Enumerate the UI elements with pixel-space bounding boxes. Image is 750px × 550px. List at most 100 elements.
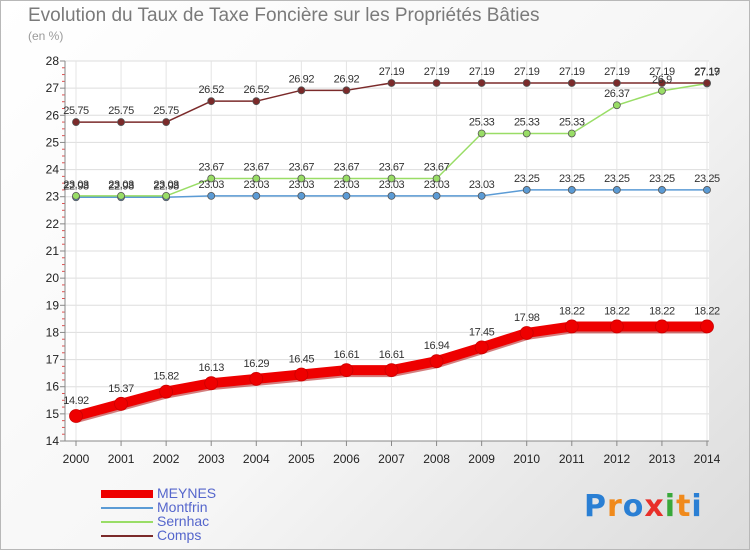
data-label-meynes: 14.92 — [63, 395, 89, 407]
x-tick-label: 2000 — [63, 452, 90, 466]
data-point — [522, 79, 531, 87]
data-label-meynes: 16.61 — [379, 349, 405, 361]
x-tick-label: 2005 — [288, 452, 315, 466]
data-label-comps: 25.75 — [63, 105, 89, 117]
data-point — [297, 191, 306, 200]
data-label-meynes: 16.94 — [424, 340, 450, 352]
y-tick-label: 26 — [46, 108, 60, 122]
data-point — [162, 118, 171, 126]
y-tick-label: 15 — [46, 407, 60, 421]
logo-letter: o — [622, 489, 645, 524]
data-point — [429, 354, 444, 369]
data-point — [477, 129, 486, 138]
data-point — [387, 174, 396, 183]
data-point — [342, 174, 351, 183]
data-point — [700, 319, 714, 334]
data-label-montfrin: 23.03 — [198, 179, 224, 191]
data-label-montfrin: 23.03 — [244, 179, 270, 191]
data-point — [612, 79, 621, 87]
data-point — [658, 86, 666, 95]
x-tick-label: 2008 — [423, 452, 450, 466]
data-label-sernhac: 23.03 — [108, 179, 134, 191]
data-label-sernhac: 25.33 — [559, 116, 585, 128]
data-point — [114, 396, 128, 411]
data-label-comps: 27.19 — [559, 66, 585, 78]
y-tick-label: 28 — [46, 54, 60, 68]
y-tick-label: 14 — [46, 434, 60, 448]
data-point — [207, 174, 216, 183]
data-label-montfrin: 22.98 — [108, 180, 134, 192]
y-tick-label: 27 — [46, 81, 60, 95]
data-label-meynes: 15.37 — [108, 383, 134, 395]
logo-letter: r — [607, 489, 623, 524]
x-tick-label: 2003 — [198, 452, 225, 466]
y-tick-label: 25 — [46, 135, 60, 149]
legend-swatch — [101, 501, 153, 515]
data-point — [69, 409, 83, 423]
data-point — [609, 319, 624, 334]
data-label-meynes: 15.82 — [153, 371, 179, 383]
x-tick-label: 2011 — [559, 452, 585, 466]
data-label-sernhac: 26.9 — [652, 74, 672, 86]
data-label-meynes: 16.61 — [334, 349, 360, 361]
x-tick-label: 2014 — [694, 452, 721, 466]
data-point — [387, 191, 396, 200]
data-point — [432, 79, 441, 87]
data-label-comps: 27.19 — [469, 66, 495, 78]
logo-letter: i — [664, 489, 677, 524]
y-tick-label: 18 — [46, 325, 60, 339]
data-label-comps: 27.19 — [424, 66, 450, 78]
data-label-montfrin: 23.25 — [604, 173, 630, 185]
data-label-sernhac: 26.37 — [604, 88, 630, 100]
data-point — [342, 191, 351, 200]
data-point — [159, 384, 174, 399]
x-tick-label: 2013 — [649, 452, 676, 466]
data-point — [612, 186, 621, 194]
data-label-comps: 25.75 — [153, 105, 179, 117]
y-tick-label: 23 — [46, 190, 60, 204]
data-label-meynes: 18.22 — [604, 305, 630, 317]
data-label-sernhac: 23.03 — [63, 179, 89, 191]
x-tick-label: 2010 — [513, 452, 540, 466]
data-label-montfrin: 23.03 — [334, 179, 360, 191]
x-tick-label: 2009 — [468, 452, 495, 466]
chart-subtitle: (en %) — [28, 29, 64, 43]
legend-swatch — [101, 529, 153, 543]
data-point — [655, 319, 669, 334]
data-point — [204, 376, 219, 391]
data-label-sernhac: 27.17 — [694, 67, 720, 79]
logo-letter: P — [584, 489, 607, 524]
data-point — [432, 191, 441, 200]
data-label-sernhac: 23.67 — [244, 162, 270, 174]
data-label-montfrin: 23.25 — [514, 173, 540, 185]
legend-label: Sernhac — [157, 513, 210, 529]
x-tick-label: 2006 — [333, 452, 360, 466]
data-label-meynes: 16.45 — [289, 354, 315, 366]
data-label-meynes: 18.22 — [649, 305, 675, 317]
x-tick-label: 2002 — [153, 452, 180, 466]
data-point — [297, 86, 306, 95]
axes: 14 15 16 17 18 19 20 21 22 23 24 25 26 27 28 2000 2001 20… — [46, 54, 721, 466]
series-meynes — [69, 319, 714, 423]
data-point — [519, 326, 534, 340]
data-label-comps: 26.52 — [244, 84, 270, 96]
data-label-sernhac: 23.03 — [153, 179, 179, 191]
data-label-montfrin: 23.03 — [424, 179, 450, 191]
data-label-montfrin: 23.03 — [289, 179, 315, 191]
y-tick-label: 20 — [46, 271, 60, 285]
data-label-sernhac: 23.67 — [424, 162, 450, 174]
y-tick-label: 17 — [46, 353, 60, 367]
data-point — [252, 174, 261, 183]
data-point — [477, 79, 486, 87]
data-point — [474, 340, 489, 355]
data-label-sernhac: 23.67 — [198, 162, 224, 174]
data-point — [339, 363, 354, 378]
x-tick-label: 2007 — [378, 452, 405, 466]
data-point — [387, 79, 396, 87]
data-label-montfrin: 23.03 — [469, 179, 495, 191]
data-label-montfrin: 23.25 — [559, 173, 585, 185]
data-point — [703, 79, 711, 87]
data-point — [567, 129, 576, 138]
series-sernhac — [72, 79, 711, 200]
data-label-comps: 26.92 — [289, 73, 315, 85]
